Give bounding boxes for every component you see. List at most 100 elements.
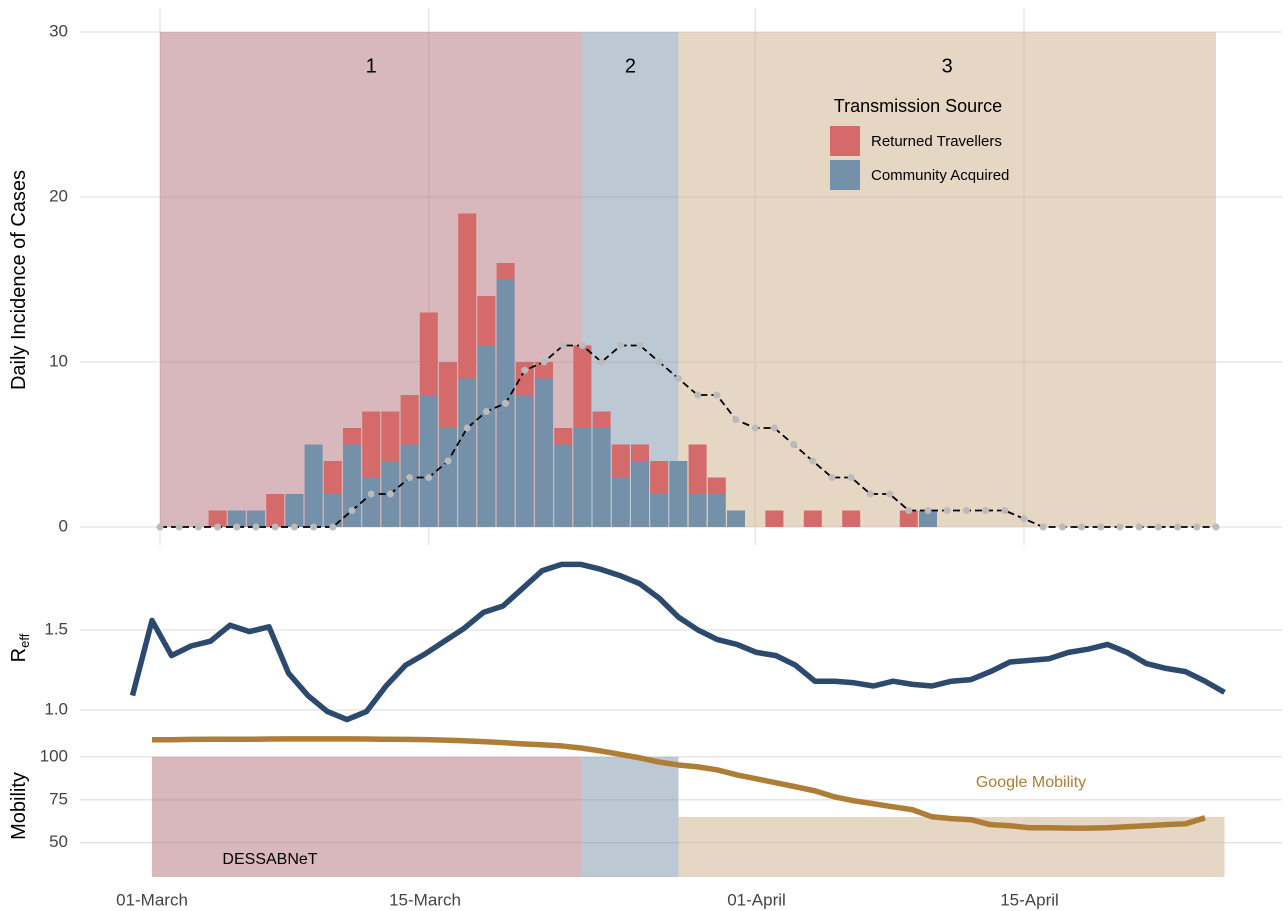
- bar-segment: [631, 461, 649, 527]
- bar-segment: [419, 395, 438, 527]
- y-tick-label: 20: [49, 186, 68, 205]
- bar-segment: [400, 444, 419, 527]
- bar-segment: [650, 494, 669, 527]
- y-axis-title: Reff: [8, 633, 32, 662]
- legend-swatch: [830, 126, 860, 156]
- y-tick-label: 1.5: [44, 619, 68, 638]
- trend-point: [905, 507, 913, 514]
- bar-segment: [323, 494, 342, 527]
- y-tick-label: 100: [40, 746, 68, 765]
- trend-point: [290, 523, 298, 531]
- bar-segment: [611, 444, 630, 478]
- phase-label: 1: [366, 55, 377, 77]
- bar-segment: [669, 461, 688, 527]
- trend-point: [1020, 515, 1028, 523]
- phase-label: 3: [942, 55, 953, 77]
- y-axis-label: Mobility: [8, 772, 30, 840]
- bar-segment: [554, 428, 573, 445]
- trend-point: [559, 342, 567, 349]
- bar-segment: [573, 428, 592, 527]
- trend-point: [1135, 523, 1143, 531]
- trend-point: [271, 523, 279, 531]
- legend-title: Transmission Source: [834, 96, 1002, 116]
- trend-point: [425, 474, 433, 481]
- x-tick-label: 15-April: [1000, 890, 1059, 909]
- bar-segment: [439, 362, 457, 428]
- trend-point: [1212, 523, 1220, 531]
- bar-segment: [266, 494, 285, 527]
- bar-segment: [535, 378, 553, 527]
- bar-segment: [439, 428, 457, 527]
- bar-segment: [707, 477, 726, 494]
- trend-point: [578, 342, 586, 349]
- trend-point: [943, 507, 951, 514]
- trend-point: [252, 523, 260, 531]
- trend-point: [598, 358, 606, 366]
- trend-point: [809, 457, 817, 465]
- trend-point: [156, 523, 164, 531]
- trend-point: [1078, 523, 1086, 531]
- trend-point: [348, 507, 356, 514]
- trend-point: [463, 424, 471, 432]
- trend-point: [1039, 523, 1047, 531]
- y-tick-label: 30: [49, 21, 68, 40]
- trend-point: [482, 408, 490, 415]
- trend-point: [406, 474, 414, 481]
- y-axis-title: Mobility: [8, 772, 30, 840]
- bar-segment: [208, 510, 227, 527]
- trend-point: [1116, 523, 1124, 531]
- trend-point: [694, 391, 702, 399]
- bar-segment: [707, 494, 726, 527]
- phase-label: 2: [625, 55, 636, 77]
- y-tick-label: 1.0: [44, 699, 68, 718]
- trend-point: [866, 490, 874, 498]
- trend-point: [1154, 523, 1162, 531]
- bar-segment: [631, 444, 649, 461]
- bar-segment: [899, 510, 918, 527]
- trend-point: [828, 474, 836, 481]
- y-tick-label: 0: [59, 516, 68, 535]
- trend-point: [233, 523, 241, 531]
- x-tick-label: 01-March: [116, 890, 188, 909]
- trend-point: [329, 523, 337, 531]
- legend-label: Community Acquired: [871, 167, 1009, 184]
- trend-point: [732, 416, 740, 424]
- trend-point: [713, 391, 721, 399]
- bar-segment: [343, 444, 361, 527]
- trend-point: [617, 342, 625, 349]
- trend-point: [1193, 523, 1201, 531]
- bar-segment: [381, 411, 400, 461]
- bar-segment: [343, 428, 361, 445]
- y-axis-label: Reff: [8, 633, 32, 662]
- phase-band: [152, 756, 581, 877]
- x-tick-label: 15-March: [389, 890, 461, 909]
- trend-point: [367, 490, 375, 498]
- bar-segment: [304, 444, 323, 527]
- x-tick-label: 01-April: [727, 890, 786, 909]
- trend-point: [790, 441, 798, 448]
- trend-point: [847, 474, 855, 481]
- bar-segment: [477, 296, 496, 346]
- series-line: [152, 736, 1206, 831]
- trend-point: [886, 490, 894, 498]
- trend-point: [751, 424, 759, 432]
- bar-segment: [803, 510, 822, 527]
- bar-segment: [688, 494, 707, 527]
- trend-point: [962, 507, 970, 514]
- bar-segment: [573, 345, 592, 428]
- bar-segment: [919, 510, 937, 527]
- trend-point: [674, 375, 682, 382]
- bar-segment: [285, 494, 304, 527]
- bar-segment: [362, 411, 381, 478]
- trend-point: [924, 507, 932, 514]
- bar-segment: [592, 428, 611, 527]
- trend-point: [444, 457, 452, 465]
- phase-band: [678, 32, 1216, 527]
- y-axis-title-sub: eff: [17, 633, 32, 648]
- trend-point: [194, 523, 202, 531]
- bar-segment: [477, 345, 496, 527]
- y-axis-title: Daily Incidence of Cases: [8, 170, 30, 390]
- bar-segment: [842, 510, 861, 527]
- legend-swatch: [830, 160, 860, 190]
- bar-segment: [611, 477, 630, 527]
